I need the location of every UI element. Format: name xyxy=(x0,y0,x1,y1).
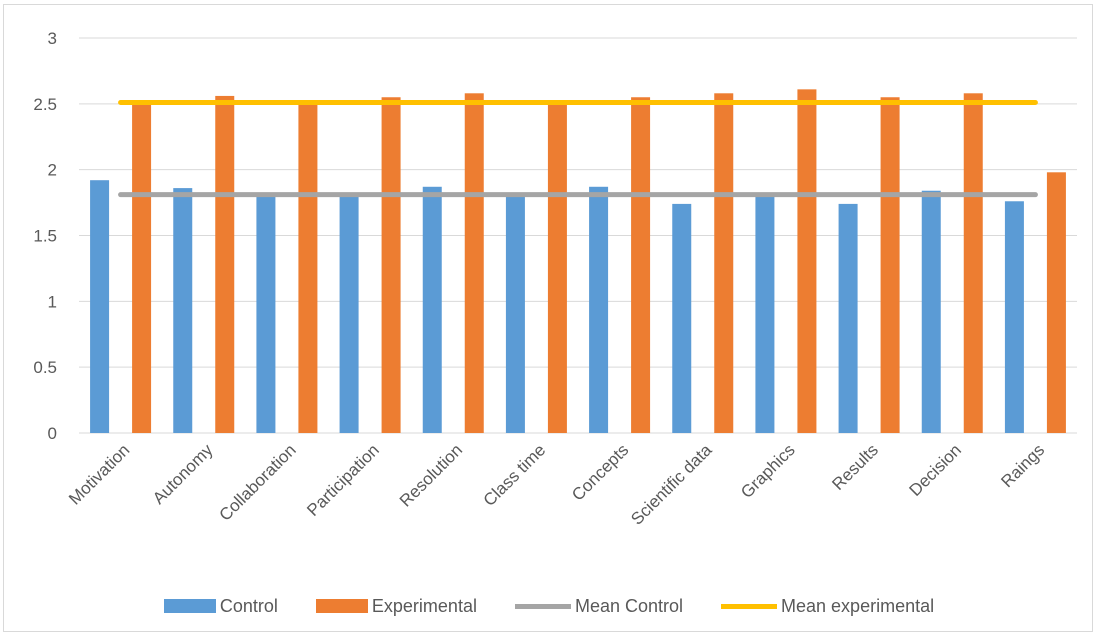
bar-control xyxy=(422,186,442,433)
y-tick-label: 2 xyxy=(48,161,57,180)
bar-control xyxy=(339,193,359,433)
legend-swatch-control xyxy=(163,599,216,613)
bar-experimental xyxy=(880,97,900,433)
legend-item-experimental: Experimental xyxy=(315,595,477,617)
bar-control xyxy=(173,188,193,433)
y-tick-label: 1.5 xyxy=(33,227,57,246)
x-category-label: Class time xyxy=(480,440,550,510)
y-tick-label: 1 xyxy=(48,292,57,311)
bar-experimental xyxy=(381,97,401,433)
bar-control xyxy=(90,180,110,433)
legend-label-control: Control xyxy=(219,595,278,616)
mean-lines xyxy=(118,100,1038,198)
legend-swatch-mean-control xyxy=(514,603,571,609)
legend-item-mean-experimental: Mean experimental xyxy=(721,596,934,617)
bar-experimental xyxy=(464,93,484,434)
bar-control xyxy=(256,193,276,433)
x-category-label: Graphics xyxy=(737,440,799,502)
legend-item-control: Control xyxy=(163,595,278,617)
legend-label-mean-experimental: Mean experimental xyxy=(781,595,935,616)
x-category-label: Decision xyxy=(906,440,966,500)
bar-control xyxy=(755,193,775,433)
legend-swatch-mean-experimental xyxy=(721,603,778,609)
bars xyxy=(90,89,1066,434)
bar-control xyxy=(672,203,692,433)
x-category-label: Scientific data xyxy=(627,440,716,529)
x-category-label: Resolution xyxy=(396,440,466,510)
bar-experimental xyxy=(1046,172,1066,434)
x-category-label: Concepts xyxy=(568,440,632,504)
bar-experimental xyxy=(547,101,567,433)
bar-experimental xyxy=(132,101,152,433)
x-category-label: Autonomy xyxy=(149,440,217,508)
bar-experimental xyxy=(215,95,235,433)
y-axis-ticks: 0 0.5 1 1.5 2 2.5 3 xyxy=(33,29,57,443)
y-tick-label: 0.5 xyxy=(33,358,57,377)
legend-label-experimental: Experimental xyxy=(371,595,477,616)
bar-experimental xyxy=(714,93,734,434)
legend-swatch-experimental xyxy=(315,599,368,613)
bar-experimental xyxy=(797,89,817,433)
x-category-label: Participation xyxy=(303,440,383,520)
legend-label-mean-control: Mean Control xyxy=(574,595,684,616)
bar-control xyxy=(838,203,858,433)
bar-experimental xyxy=(631,97,651,433)
bar-control xyxy=(505,196,525,433)
y-tick-label: 3 xyxy=(48,29,57,48)
x-category-label: Motivation xyxy=(65,440,133,508)
x-category-label: Results xyxy=(828,440,882,494)
bar-control xyxy=(921,190,941,433)
legend-item-mean-control: Mean Control xyxy=(514,595,684,617)
bar-experimental xyxy=(298,101,318,433)
bar-control xyxy=(1004,201,1024,433)
x-category-label: Raings xyxy=(997,440,1048,491)
bar-experimental xyxy=(963,93,983,434)
bar-control xyxy=(589,186,609,433)
x-category-label: Collaboration xyxy=(215,440,299,524)
legend: Control Experimental Mean Control Mean e… xyxy=(0,591,1098,621)
y-tick-label: 2.5 xyxy=(33,95,57,114)
y-tick-label: 0 xyxy=(48,424,57,443)
